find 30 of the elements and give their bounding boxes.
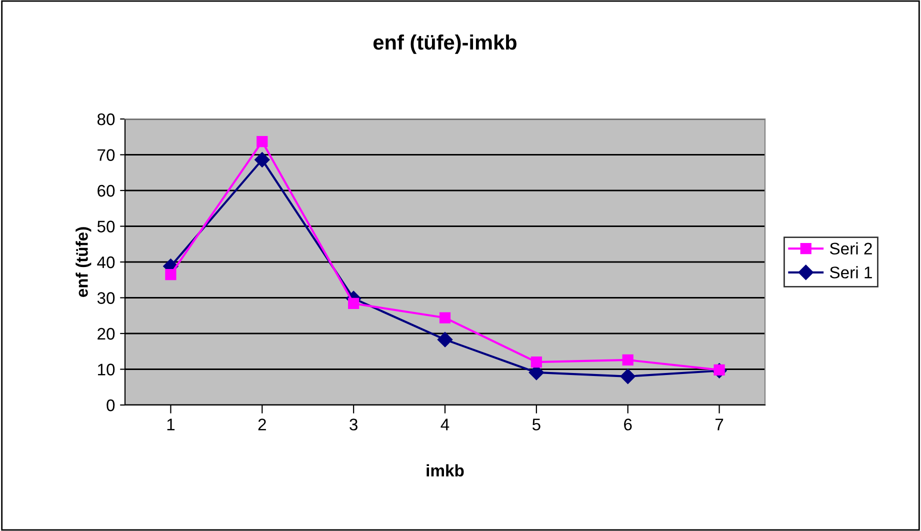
point <box>620 368 636 384</box>
y-tick-label: 60 <box>98 184 115 197</box>
point <box>254 152 270 168</box>
point <box>530 356 542 368</box>
x-tick-label: 6 <box>624 418 632 430</box>
x-tick-label: 2 <box>258 418 266 430</box>
y-tick-label: 70 <box>98 149 115 161</box>
y-tick-label: 10 <box>98 364 115 376</box>
point <box>437 332 453 348</box>
y-tick-label: 80 <box>97 113 115 126</box>
y-axis-title: enf (tüfe) <box>76 227 92 297</box>
point <box>622 354 634 366</box>
point <box>165 268 176 280</box>
chart-title: enf (tüfe)-imkb <box>373 34 516 54</box>
x-tick-label: 7 <box>716 418 724 430</box>
point <box>439 312 451 324</box>
y-tick-label: 30 <box>97 292 115 304</box>
x-axis-title: imkb <box>426 464 464 477</box>
y-tick-label: 0 <box>106 399 115 412</box>
x-tick-label: 4 <box>440 418 450 430</box>
point <box>348 298 360 310</box>
x-tick-label: 5 <box>532 418 540 430</box>
y-tick-label: 20 <box>98 328 115 340</box>
y-tick-label: 50 <box>97 220 115 232</box>
legend-label: Seri 2 <box>830 242 872 255</box>
point <box>256 136 268 148</box>
legend-label: Seri 1 <box>830 266 872 278</box>
x-tick-label: 1 <box>167 418 175 430</box>
y-tick-label: 40 <box>97 256 115 268</box>
x-tick-label: 3 <box>350 418 358 430</box>
